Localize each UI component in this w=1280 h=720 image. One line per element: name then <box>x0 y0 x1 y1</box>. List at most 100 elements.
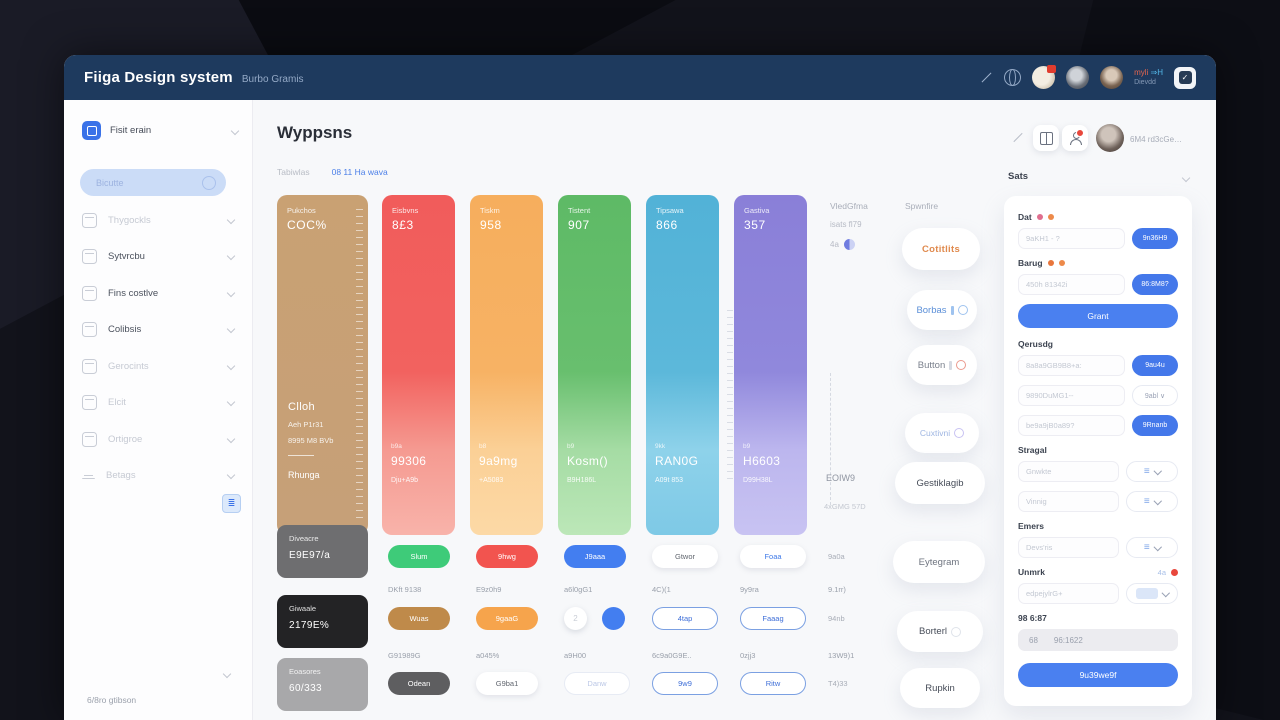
sample-button-orange[interactable]: 9gaaG <box>476 607 538 630</box>
sidebar-item-thygockls[interactable]: Thygockls <box>64 205 252 235</box>
text-field[interactable] <box>1018 491 1119 512</box>
readonly-field[interactable]: 68 96:1622 <box>1018 629 1178 651</box>
sidebar-mini-badge[interactable]: ≣ <box>222 494 241 513</box>
color-swatch-purple[interactable]: Gastiva 357 b9 H6603 D99H38L <box>734 195 807 535</box>
columns-icon <box>1039 131 1053 145</box>
component-pill-borbas[interactable]: Borbas <box>907 290 977 330</box>
tab-active[interactable]: 08 11 Ha wava <box>331 167 388 177</box>
sample-button-brown[interactable]: Wuas <box>388 607 450 630</box>
workspace-switcher[interactable]: Fisit erain <box>82 121 240 140</box>
vertical-ruler <box>727 310 733 482</box>
pencil-icon[interactable] <box>1013 132 1023 143</box>
avatar[interactable] <box>1032 65 1057 89</box>
select-control[interactable] <box>1126 583 1178 604</box>
submit-button[interactable]: 9u39we9f <box>1018 663 1178 687</box>
shade-card-gray[interactable]: Diveacre E9E97/a <box>277 525 368 578</box>
sidebar-item-gerocints[interactable]: Gerocints <box>64 351 252 381</box>
component-pill-rupkin[interactable]: Rupkin <box>900 668 980 708</box>
color-swatch-tan[interactable]: Pukchos COC% Clloh Aeh P1r31 8995 M8 BVb… <box>277 195 368 535</box>
component-pill-cotitlits[interactable]: Cotitlits <box>902 228 980 270</box>
select-control[interactable]: ≡ <box>1126 461 1178 482</box>
component-pill-cuxtivni[interactable]: Cuxtivni <box>905 413 979 453</box>
text-field[interactable] <box>1018 228 1125 249</box>
user-notification-button[interactable] <box>1062 125 1088 151</box>
form-row: 86:8M8? <box>1018 274 1178 295</box>
avatar[interactable] <box>1100 66 1124 89</box>
meta-sub: isats fl79 <box>830 220 862 229</box>
color-swatch-blue[interactable]: Tipsawa 866 9kk RAN0G A09t 853 <box>646 195 719 535</box>
meta-badge: 4a <box>830 239 855 250</box>
circle-button-white[interactable]: 2 <box>564 607 587 630</box>
apply-button[interactable]: 9n36H9 <box>1132 228 1178 249</box>
sample-label: 94nb <box>828 614 845 623</box>
color-swatch-green[interactable]: Tistent 907 b9 Kosm() B9H186L <box>558 195 631 535</box>
form-row: 9abl ∨ <box>1018 385 1178 406</box>
header-check-button[interactable]: ✓ <box>1174 66 1196 89</box>
component-pill-eytegram[interactable]: Eytegram <box>893 541 985 583</box>
sample-caption: DKft 9138 <box>388 585 422 594</box>
avatar[interactable] <box>1096 124 1124 152</box>
component-pill-button[interactable]: Button <box>907 345 977 385</box>
layout-toggle-button[interactable] <box>1033 125 1059 151</box>
shade-card-lightgray[interactable]: Eoasores 60/333 <box>277 658 368 711</box>
sidebar-item-sytvrcbu[interactable]: Sytvrcbu <box>64 241 252 271</box>
text-field[interactable] <box>1018 355 1125 376</box>
text-field[interactable] <box>1018 461 1119 482</box>
sample-button-green[interactable]: Slum <box>388 545 450 568</box>
chevron-down-icon[interactable] <box>1181 173 1191 183</box>
chevron-down-icon[interactable] <box>222 669 232 679</box>
circle-icon <box>957 305 968 315</box>
swatch-detail: Clloh Aeh P1r31 8995 M8 BVb Rhunga <box>288 401 334 480</box>
pencil-icon[interactable] <box>981 72 992 83</box>
globe-icon[interactable] <box>1004 69 1022 86</box>
sample-button-outline[interactable]: Faaag <box>740 607 806 630</box>
color-swatch-red[interactable]: Eisbvns 8£3 b9a 99306 Dju+A9b <box>382 195 455 535</box>
text-field[interactable] <box>1018 274 1125 295</box>
sample-button-white[interactable]: G9ba1 <box>476 672 538 695</box>
sidebar-item-betags[interactable]: Betags <box>64 460 252 490</box>
search-input[interactable] <box>94 176 198 189</box>
component-pill-gestiklagib[interactable]: Gestiklagib <box>895 462 985 504</box>
text-field[interactable] <box>1018 385 1125 406</box>
sample-button-disabled[interactable]: Danw <box>564 672 630 695</box>
sidebar-item-elcit[interactable]: Elcit <box>64 387 252 417</box>
shade-card-black[interactable]: Giwaale 2179E% <box>277 595 368 648</box>
tab-muted[interactable]: Tabiwlas <box>277 167 310 177</box>
sample-button-blue[interactable]: J9aaa <box>564 545 626 568</box>
apply-button[interactable]: 9au4u <box>1132 355 1178 376</box>
avatar[interactable] <box>1066 66 1090 89</box>
circle-button-blue[interactable] <box>602 607 625 630</box>
select-control[interactable]: ≡ <box>1126 537 1178 558</box>
sample-button-outline[interactable]: Ritw <box>740 672 806 695</box>
color-swatch-orange[interactable]: Tiskm 958 b8 9a9mg +A5083 <box>470 195 543 535</box>
sample-button-outline[interactable]: 4tap <box>652 607 718 630</box>
check-icon: ✓ <box>1178 71 1192 84</box>
app-window: Fiiga Design system Burbo Gramis myli ⇒H… <box>64 55 1216 720</box>
sample-caption: a9H00 <box>564 651 587 660</box>
sidebar-item-fins-costlve[interactable]: Fins costlve <box>64 278 252 308</box>
sample-button-dark[interactable]: Odean <box>388 672 450 695</box>
sidebar-item-colibsis[interactable]: Colibsis <box>64 314 252 344</box>
component-pill-borterl[interactable]: Borterl <box>897 611 983 652</box>
swatch-footer: b9 H6603 D99H38L <box>743 443 781 484</box>
apply-button[interactable]: 86:8M8? <box>1132 274 1178 295</box>
select-control[interactable]: ≡ <box>1126 491 1178 512</box>
primary-button[interactable]: Grant <box>1018 304 1178 328</box>
secondary-button[interactable]: 9abl ∨ <box>1132 385 1178 406</box>
sample-button-outline[interactable]: 9w9 <box>652 672 718 695</box>
swatch-footer: b9 Kosm() B9H186L <box>567 443 609 484</box>
sample-button-white-blue[interactable]: Foaa <box>740 545 806 568</box>
text-field[interactable] <box>1018 537 1119 558</box>
text-field[interactable] <box>1018 415 1125 436</box>
text-field[interactable] <box>1018 583 1119 604</box>
box-icon <box>82 248 97 264</box>
sample-button-white[interactable]: Gtwor <box>652 545 718 568</box>
sidebar-item-ortigroe[interactable]: Ortigroe <box>64 424 252 454</box>
sidebar-search[interactable] <box>80 169 226 196</box>
chevron-down-icon <box>230 126 240 135</box>
meta-heading: VledGfma <box>830 201 868 211</box>
sample-button-red[interactable]: 9hwg <box>476 545 538 568</box>
apply-button[interactable]: 9Rnanb <box>1132 415 1178 436</box>
ruler-ticks <box>356 209 363 521</box>
search-icon <box>202 175 216 190</box>
